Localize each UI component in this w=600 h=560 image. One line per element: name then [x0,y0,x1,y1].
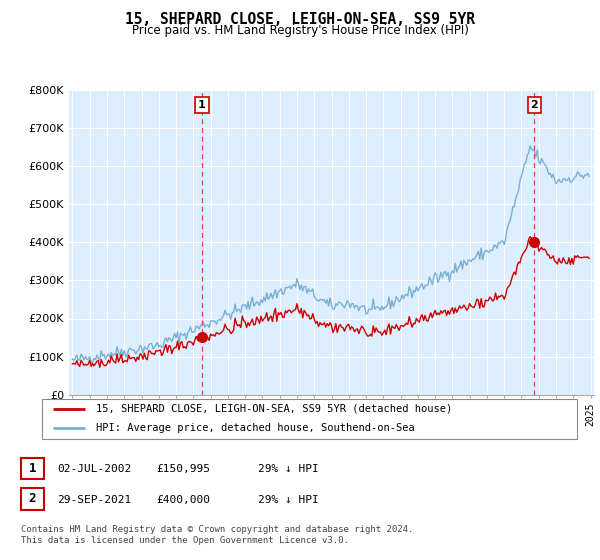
Text: 15, SHEPARD CLOSE, LEIGH-ON-SEA, SS9 5YR: 15, SHEPARD CLOSE, LEIGH-ON-SEA, SS9 5YR [125,12,475,27]
FancyBboxPatch shape [42,399,577,439]
Text: 1: 1 [29,461,36,475]
Text: 2: 2 [29,492,36,506]
Text: 29% ↓ HPI: 29% ↓ HPI [258,494,319,505]
Text: 1: 1 [198,100,206,110]
Text: Contains HM Land Registry data © Crown copyright and database right 2024.
This d: Contains HM Land Registry data © Crown c… [21,525,413,545]
Text: £400,000: £400,000 [156,494,210,505]
Text: 29-SEP-2021: 29-SEP-2021 [57,494,131,505]
Text: £150,995: £150,995 [156,464,210,474]
Text: 02-JUL-2002: 02-JUL-2002 [57,464,131,474]
Text: Price paid vs. HM Land Registry's House Price Index (HPI): Price paid vs. HM Land Registry's House … [131,24,469,36]
Text: 2: 2 [530,100,538,110]
Text: 15, SHEPARD CLOSE, LEIGH-ON-SEA, SS9 5YR (detached house): 15, SHEPARD CLOSE, LEIGH-ON-SEA, SS9 5YR… [96,404,452,414]
Text: 29% ↓ HPI: 29% ↓ HPI [258,464,319,474]
Text: HPI: Average price, detached house, Southend-on-Sea: HPI: Average price, detached house, Sout… [96,423,415,433]
